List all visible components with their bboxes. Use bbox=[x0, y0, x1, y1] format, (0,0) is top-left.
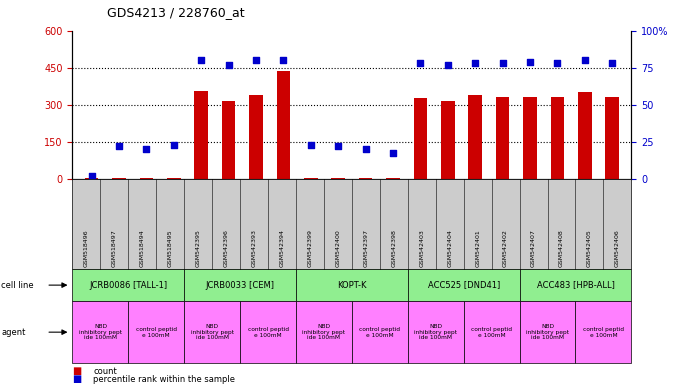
Text: ACC525 [DND41]: ACC525 [DND41] bbox=[428, 281, 500, 290]
Text: control peptid
e 100mM: control peptid e 100mM bbox=[248, 327, 288, 338]
Text: GSM542408: GSM542408 bbox=[559, 229, 564, 267]
Bar bbox=[112, 178, 126, 179]
Text: GSM542394: GSM542394 bbox=[279, 229, 284, 267]
Text: GSM542404: GSM542404 bbox=[447, 229, 452, 267]
Point bbox=[223, 62, 234, 68]
Text: NBD
inhibitory pept
ide 100mM: NBD inhibitory pept ide 100mM bbox=[526, 324, 569, 341]
Text: GSM518495: GSM518495 bbox=[168, 229, 172, 267]
Bar bbox=[249, 95, 263, 179]
Text: JCRB0033 [CEM]: JCRB0033 [CEM] bbox=[206, 281, 275, 290]
Text: GSM518496: GSM518496 bbox=[84, 229, 89, 267]
Bar bbox=[167, 178, 181, 179]
Text: GSM542395: GSM542395 bbox=[196, 229, 201, 267]
Bar bbox=[221, 101, 235, 179]
Point bbox=[113, 143, 124, 149]
Bar bbox=[85, 178, 99, 179]
Text: GSM542398: GSM542398 bbox=[391, 229, 396, 267]
Text: control peptid
e 100mM: control peptid e 100mM bbox=[136, 327, 177, 338]
Text: GSM542401: GSM542401 bbox=[475, 229, 480, 267]
Bar bbox=[331, 178, 345, 179]
Text: cell line: cell line bbox=[1, 281, 34, 290]
Text: GSM542393: GSM542393 bbox=[252, 229, 257, 267]
Text: NBD
inhibitory pept
ide 100mM: NBD inhibitory pept ide 100mM bbox=[302, 324, 346, 341]
Point bbox=[196, 57, 207, 63]
Text: NBD
inhibitory pept
ide 100mM: NBD inhibitory pept ide 100mM bbox=[190, 324, 234, 341]
Point bbox=[580, 57, 591, 63]
Text: GSM542400: GSM542400 bbox=[335, 229, 340, 267]
Point bbox=[305, 141, 316, 147]
Point bbox=[607, 60, 618, 66]
Text: GSM542402: GSM542402 bbox=[503, 229, 508, 267]
Text: control peptid
e 100mM: control peptid e 100mM bbox=[359, 327, 400, 338]
Bar bbox=[469, 95, 482, 179]
Point bbox=[442, 62, 453, 68]
Bar bbox=[441, 101, 455, 179]
Point bbox=[524, 59, 535, 65]
Text: GSM542397: GSM542397 bbox=[364, 229, 368, 267]
Bar bbox=[551, 97, 564, 179]
Point bbox=[360, 146, 371, 152]
Text: ■: ■ bbox=[72, 374, 81, 384]
Bar bbox=[386, 178, 400, 179]
Bar bbox=[495, 97, 509, 179]
Text: GSM518497: GSM518497 bbox=[112, 229, 117, 267]
Point bbox=[388, 151, 399, 157]
Point bbox=[86, 172, 97, 179]
Point bbox=[141, 146, 152, 152]
Bar bbox=[139, 178, 153, 179]
Text: ■: ■ bbox=[72, 366, 81, 376]
Text: count: count bbox=[93, 367, 117, 376]
Text: GSM542405: GSM542405 bbox=[587, 229, 592, 267]
Bar bbox=[523, 97, 537, 179]
Point bbox=[250, 57, 262, 63]
Text: NBD
inhibitory pept
ide 100mM: NBD inhibitory pept ide 100mM bbox=[79, 324, 122, 341]
Point bbox=[552, 60, 563, 66]
Point bbox=[168, 141, 179, 147]
Text: GSM518494: GSM518494 bbox=[140, 229, 145, 267]
Text: agent: agent bbox=[1, 328, 26, 337]
Point bbox=[278, 57, 289, 63]
Bar bbox=[605, 97, 619, 179]
Bar bbox=[578, 92, 591, 179]
Text: GSM542403: GSM542403 bbox=[420, 229, 424, 267]
Bar bbox=[277, 71, 290, 179]
Text: control peptid
e 100mM: control peptid e 100mM bbox=[583, 327, 624, 338]
Point bbox=[333, 143, 344, 149]
Bar bbox=[195, 91, 208, 179]
Text: GSM542406: GSM542406 bbox=[615, 229, 620, 267]
Text: GDS4213 / 228760_at: GDS4213 / 228760_at bbox=[107, 6, 244, 19]
Text: KOPT-K: KOPT-K bbox=[337, 281, 366, 290]
Point bbox=[415, 60, 426, 66]
Bar bbox=[359, 178, 373, 179]
Text: GSM542399: GSM542399 bbox=[308, 229, 313, 267]
Text: JCRB0086 [TALL-1]: JCRB0086 [TALL-1] bbox=[89, 281, 168, 290]
Text: NBD
inhibitory pept
ide 100mM: NBD inhibitory pept ide 100mM bbox=[414, 324, 457, 341]
Point bbox=[497, 60, 508, 66]
Text: control peptid
e 100mM: control peptid e 100mM bbox=[471, 327, 512, 338]
Bar bbox=[413, 98, 427, 179]
Text: percentile rank within the sample: percentile rank within the sample bbox=[93, 375, 235, 384]
Bar bbox=[304, 178, 317, 179]
Text: GSM542396: GSM542396 bbox=[224, 229, 228, 267]
Text: ACC483 [HPB-ALL]: ACC483 [HPB-ALL] bbox=[537, 281, 614, 290]
Point bbox=[470, 60, 481, 66]
Text: GSM542407: GSM542407 bbox=[531, 229, 536, 267]
